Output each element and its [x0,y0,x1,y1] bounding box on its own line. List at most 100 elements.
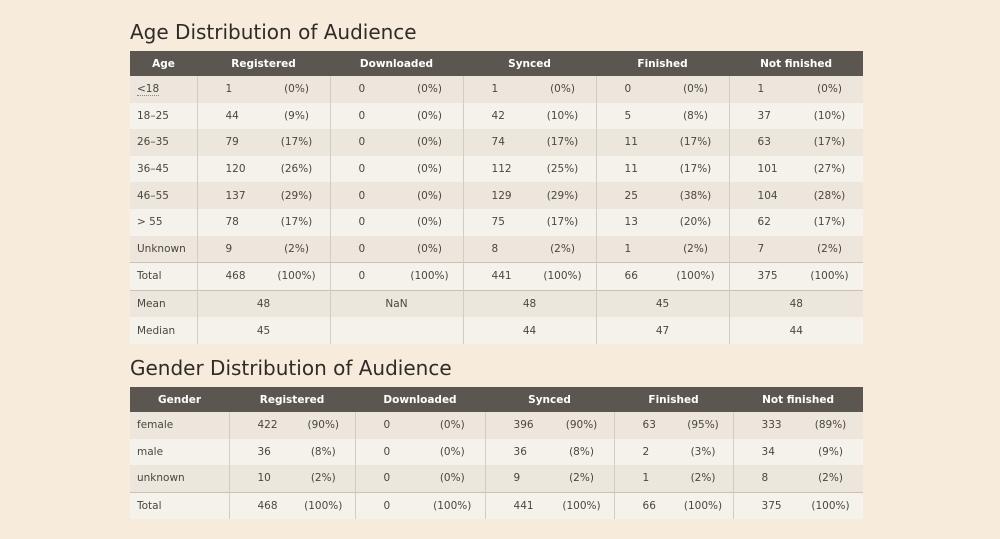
percent-cell: (29%) [263,182,330,209]
percent-cell: (17%) [529,208,597,236]
percent-cell: (2%) [673,465,734,493]
percent-cell: (17%) [263,129,330,156]
count-cell: 63 [728,129,797,156]
stat-value: 45 [196,317,330,344]
percent-cell: (0%) [796,76,864,103]
count-cell: 0 [354,465,420,493]
count-cell: 11 [595,155,663,183]
percent-cell: (0%) [420,465,486,493]
age-table-title: Age Distribution of Audience [130,20,417,44]
percent-cell: (25%) [529,155,597,183]
column-header: Not finished [733,387,864,412]
count-cell: 0 [354,412,420,439]
count-cell: 62 [728,208,797,236]
percent-cell: (100%) [292,491,355,520]
row-label: 36–45 [130,155,197,183]
count-cell: 44 [196,102,264,130]
row-label: <18 [130,76,197,103]
percent-cell: (100%) [549,491,615,520]
count-cell: 11 [595,129,663,156]
percent-cell: (8%) [292,438,355,466]
header-row: Age Registered Downloaded Synced Finished Not… [130,51,864,76]
stat-value: 48 [462,289,597,318]
stat-value: NaN [329,289,464,318]
stat-label: Median [130,317,197,344]
table-row: 18–25 44 (9%) 0 (0%) 42 (10%) 5 (8%) 37 (10%) [130,102,864,130]
count-cell: 101 [728,155,797,183]
row-label: > 55 [130,208,197,236]
gender-distribution-table: Gender Registered Downloaded Synced Finished… [130,387,864,520]
age-distribution-table: Age Registered Downloaded Synced Finished Not… [130,51,864,344]
count-cell: 112 [462,155,530,183]
percent-cell: (0%) [396,102,464,130]
percent-cell: (2%) [292,465,355,493]
count-cell: 13 [595,208,663,236]
column-header: Synced [485,387,615,412]
column-header: Registered [229,387,355,412]
table-row: > 55 78 (17%) 0 (0%) 75 (17%) 13 (20%) 62 (17%) [130,208,864,236]
table-row: 36–45 120 (26%) 0 (0%) 112 (25%) 11 (17%) 101 (27%… [130,155,864,183]
column-header: Finished [614,387,734,412]
count-cell: 0 [329,208,397,236]
count-cell: 34 [732,438,799,466]
percent-cell: (17%) [796,208,864,236]
row-label: Total [130,262,197,291]
percent-cell: (17%) [662,155,730,183]
percent-cell: (0%) [396,208,464,236]
count-cell: 1 [595,235,663,263]
count-cell: 1 [728,76,797,103]
count-cell: 9 [196,235,264,263]
count-cell: 10 [228,465,292,493]
stat-row: Mean 48 NaN 48 45 48 [130,289,864,318]
table-row: <18 1 (0%) 0 (0%) 1 (0%) 0 (0%) 1 (0%) [130,76,864,103]
percent-cell: (100%) [263,262,330,291]
count-cell: 63 [613,412,674,439]
row-label-text: Total [137,270,162,283]
percent-cell: (0%) [662,76,730,103]
table-row: 46–55 137 (29%) 0 (0%) 129 (29%) 25 (38%) 104 (28%… [130,182,864,209]
percent-cell: (9%) [798,438,864,466]
table-row: female 422 (90%) 0 (0%) 396 (90%) 63 (95%) 333 (89… [130,412,864,439]
count-cell: 441 [484,491,550,520]
stat-value: 47 [595,317,730,344]
row-label: 46–55 [130,182,197,209]
count-cell: 9 [484,465,550,493]
stat-value: 45 [595,289,730,318]
percent-cell: (8%) [662,102,730,130]
count-cell: 0 [329,235,397,263]
table-row: unknown 10 (2%) 0 (0%) 9 (2%) 1 (2%) 8 (2%) [130,465,864,493]
percent-cell: (0%) [396,129,464,156]
stat-value: 48 [196,289,330,318]
percent-cell: (38%) [662,182,730,209]
count-cell: 79 [196,129,264,156]
count-cell: 8 [462,235,530,263]
row-label-text: <18 [137,83,160,97]
row-label-text: 46–55 [137,189,169,202]
row-label-text: female [137,419,174,432]
total-row: Total 468 (100%) 0 (100%) 441 (100%) 66 (100%) 37… [130,491,864,520]
count-cell: 468 [228,491,292,520]
count-cell: 7 [728,235,797,263]
percent-cell: (2%) [662,235,730,263]
percent-cell: (0%) [263,76,330,103]
row-label-text: male [137,445,164,458]
count-cell: 1 [462,76,530,103]
percent-cell: (100%) [396,262,464,291]
stat-value: 44 [462,317,597,344]
percent-cell: (90%) [549,412,615,439]
percent-cell: (100%) [798,491,864,520]
column-header: Gender [130,387,229,412]
count-cell: 0 [354,491,420,520]
count-cell: 1 [613,465,674,493]
percent-cell: (2%) [798,465,864,493]
percent-cell: (100%) [796,262,864,291]
percent-cell: (3%) [673,438,734,466]
stat-value: 48 [728,289,864,318]
row-label-text: > 55 [137,216,163,229]
column-header: Downloaded [355,387,486,412]
count-cell: 0 [329,129,397,156]
count-cell: 375 [728,262,797,291]
count-cell: 78 [196,208,264,236]
percent-cell: (100%) [420,491,486,520]
row-label: Total [130,491,229,520]
